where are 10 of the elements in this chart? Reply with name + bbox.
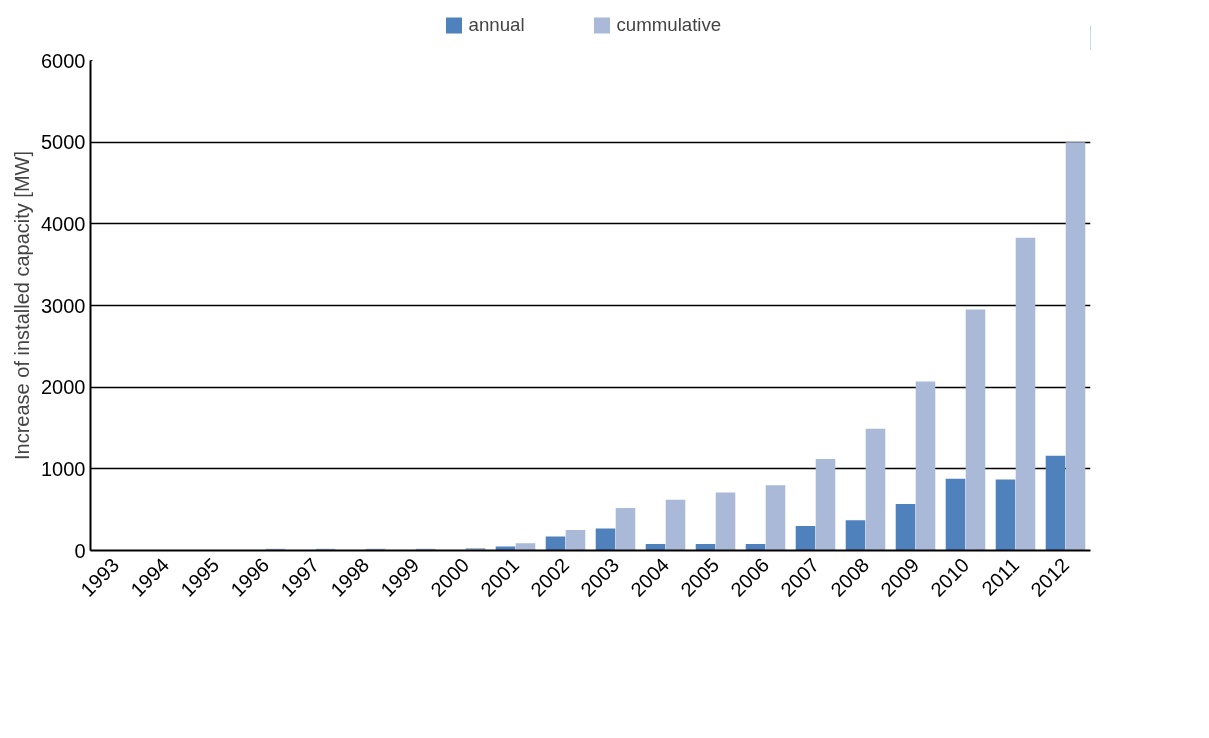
y-tick-label: 0: [74, 539, 86, 562]
legend-label: cummulative: [616, 14, 723, 36]
y-axis-title: Increase of installed capacity [MW]: [11, 150, 34, 461]
y-tick-label: 3000: [41, 294, 86, 317]
y-tick-label: 5000: [41, 131, 86, 154]
y-tick-label: 2000: [41, 376, 86, 399]
y-tick-label: 1000: [41, 457, 86, 480]
y-tick-label: 6000: [41, 49, 86, 72]
y-tick-label: 4000: [41, 212, 86, 235]
legend-label: annual: [468, 14, 526, 36]
